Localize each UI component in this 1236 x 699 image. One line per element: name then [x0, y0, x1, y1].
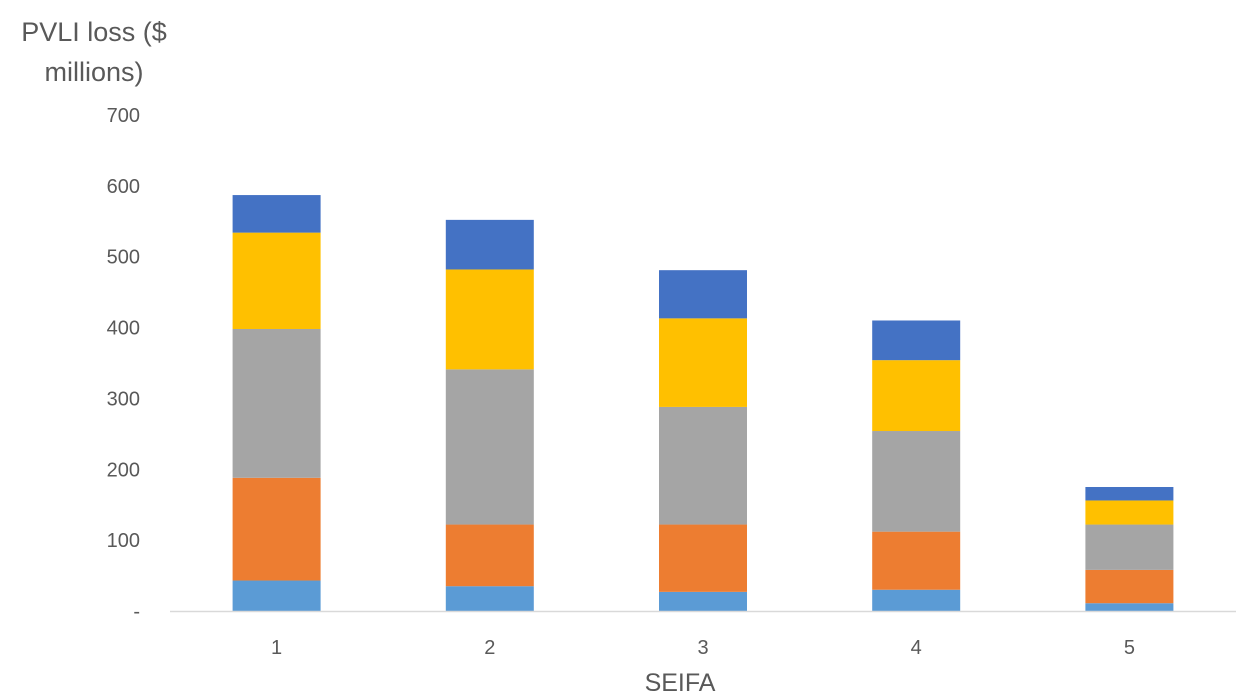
x-tick-label: 4 [911, 637, 922, 659]
bar-segment [1085, 569, 1174, 604]
y-tick-label: 300 [107, 388, 140, 410]
y-tick-label: - [133, 601, 140, 623]
x-tick-label: 3 [697, 637, 708, 659]
y-tick-label: 400 [107, 318, 140, 340]
bar-segment [445, 219, 534, 270]
bar-segment [232, 580, 321, 611]
bar-segment [659, 524, 747, 592]
bar-segment [872, 431, 961, 532]
bar-segment [1085, 500, 1174, 525]
bar-segment [659, 591, 747, 611]
bar-segment [445, 524, 534, 587]
bar-segment [232, 328, 321, 478]
x-axis-title: SEIFA [644, 669, 716, 697]
bar-segment [872, 360, 961, 432]
bar-segment [445, 369, 534, 525]
y-tick-label: 100 [107, 530, 140, 552]
x-tick-label: 5 [1124, 637, 1135, 659]
bar-segment [445, 269, 534, 370]
bar-segment [659, 318, 747, 407]
bar-segment [232, 477, 321, 581]
bar-segment [232, 232, 321, 329]
bar-segment [1085, 487, 1174, 501]
y-tick-label: 200 [107, 459, 140, 481]
bar-segment [872, 589, 961, 611]
bar-segment [659, 406, 747, 525]
y-axis-title: PVLI loss ($ millions) [10, 12, 178, 92]
bar-segment [872, 320, 961, 361]
x-tick-label: 2 [484, 637, 495, 659]
y-tick-label: 600 [107, 176, 140, 198]
bar-segment [232, 195, 321, 233]
y-tick-label: 500 [107, 247, 140, 269]
bar-segment [1085, 524, 1174, 570]
bar-segment [659, 270, 747, 319]
y-tick-label: 700 [107, 105, 140, 127]
bar-segment [1085, 603, 1174, 611]
bar-segment [445, 586, 534, 611]
x-tick-label: 1 [271, 637, 282, 659]
y-axis-title-line-1: PVLI loss ($ [21, 17, 167, 47]
y-axis-title-line-2: millions) [44, 57, 144, 87]
bar-segment [872, 531, 961, 590]
